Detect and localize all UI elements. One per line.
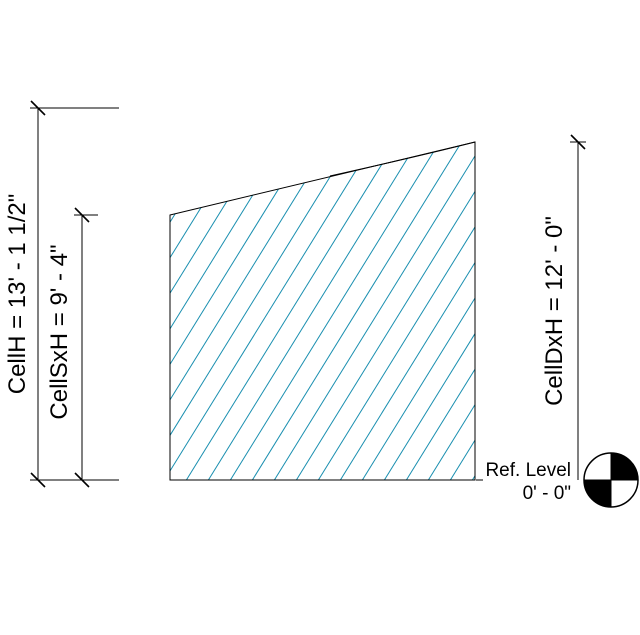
hatch-line xyxy=(504,80,640,500)
hatch-line xyxy=(614,80,640,500)
hatch-line xyxy=(570,80,640,500)
dimension-cell-dxh: CellDxH = 12' - 0" xyxy=(541,134,586,480)
panel-outline xyxy=(169,141,476,481)
hatch-line xyxy=(170,142,325,480)
hatch-line xyxy=(170,142,259,480)
hatch-line xyxy=(239,142,475,480)
dimension-label-cell-dxh: CellDxH = 12' - 0" xyxy=(541,216,568,406)
level-head-icon xyxy=(583,452,639,508)
hatch-line xyxy=(393,142,475,480)
hatch-line xyxy=(261,142,475,480)
level-marker: Ref. Level 0' - 0" xyxy=(485,452,639,508)
hatch-line xyxy=(327,142,475,480)
hatch-line xyxy=(371,142,475,480)
hatch-line xyxy=(173,142,435,480)
hatch-line xyxy=(437,142,475,480)
hatch-line xyxy=(170,142,347,480)
hatch-line xyxy=(217,142,475,480)
hatch-line xyxy=(283,142,475,480)
tick-bottom xyxy=(30,472,46,488)
hatch-line xyxy=(636,80,640,500)
level-name: Ref. Level xyxy=(485,460,571,481)
level-elevation: 0' - 0" xyxy=(523,483,571,504)
hatch-line xyxy=(170,142,413,480)
dimension-cell-sxh: CellSxH = 9' - 4" xyxy=(46,207,98,488)
tick-top xyxy=(570,134,586,150)
hatch-line xyxy=(170,142,237,480)
hatch-line xyxy=(170,142,215,480)
hatch-line xyxy=(592,80,640,500)
tick-top xyxy=(74,207,90,223)
dimension-label-cell-sxh: CellSxH = 9' - 4" xyxy=(46,244,73,419)
hatch-line xyxy=(170,142,391,480)
hatch-line xyxy=(170,142,303,480)
tick-bottom xyxy=(74,472,90,488)
panel-top-double-edge xyxy=(329,141,476,177)
hatch-line xyxy=(349,142,475,480)
dimension-cell-h: CellH = 13' - 1 1/2" xyxy=(4,100,119,488)
hatch-line xyxy=(415,142,475,480)
hatch-line xyxy=(170,142,369,480)
hatch-line xyxy=(305,142,475,480)
hatch-line xyxy=(195,142,457,480)
tick-top xyxy=(30,100,46,116)
dimension-label-cell-h: CellH = 13' - 1 1/2" xyxy=(4,194,31,395)
